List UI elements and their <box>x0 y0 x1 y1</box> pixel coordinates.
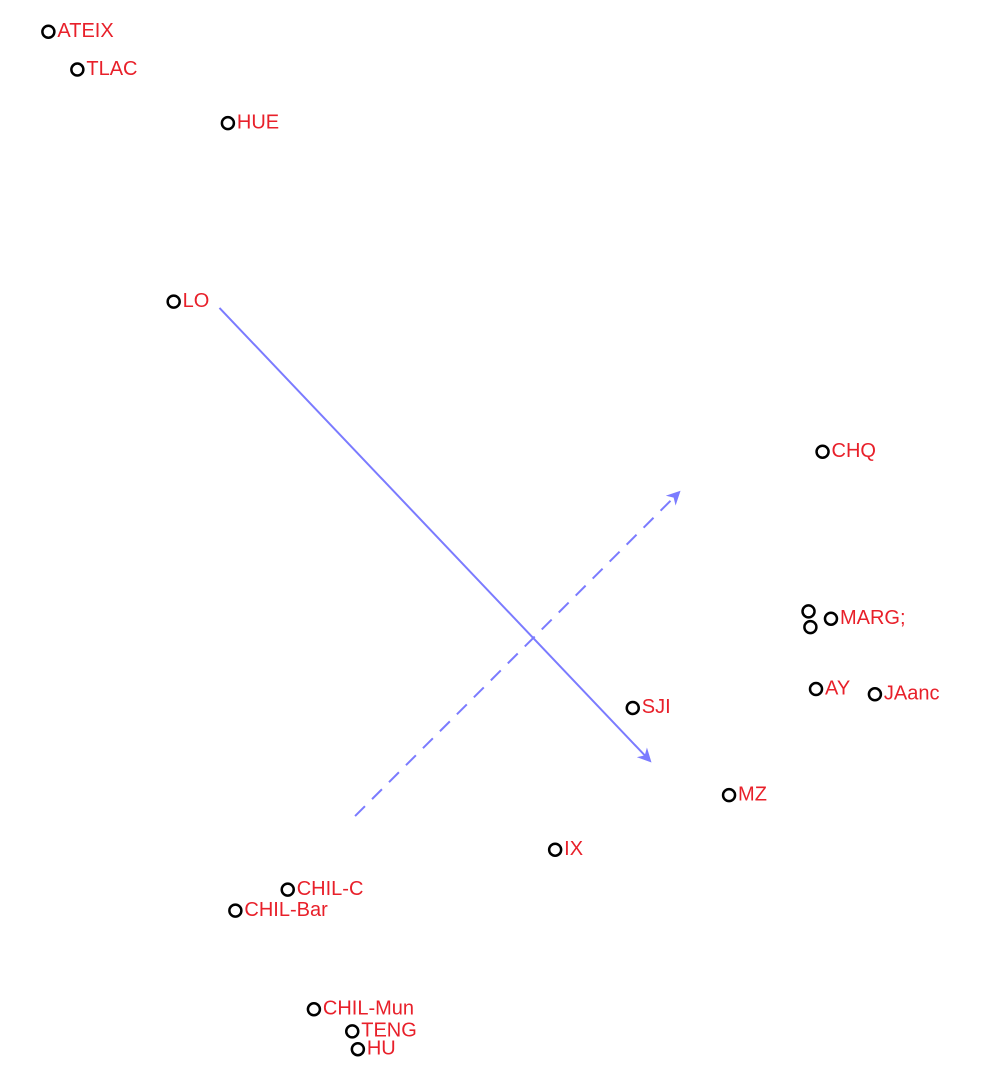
data-point: AY <box>808 677 850 699</box>
point-marker <box>350 1041 366 1057</box>
point-marker <box>70 62 85 77</box>
point-label: CHIL-Bar <box>244 899 328 921</box>
point-marker <box>867 687 883 702</box>
data-point: CHIL-C <box>280 878 364 900</box>
point-label: SJI <box>642 696 671 718</box>
dashed-vector-arrow <box>354 490 681 817</box>
point-marker <box>220 115 236 131</box>
data-point: ATEIX <box>41 20 114 42</box>
point-marker <box>801 604 816 619</box>
point-label: CHIL-C <box>297 878 364 900</box>
point-marker <box>625 700 640 716</box>
data-point <box>803 619 818 635</box>
data-point: LO <box>166 290 210 312</box>
point-label: IX <box>564 838 583 860</box>
point-label: CHIL-Mun <box>323 998 414 1020</box>
point-marker <box>166 294 181 309</box>
point-label: MZ <box>738 783 767 805</box>
data-point: SJI <box>625 696 671 718</box>
point-marker <box>823 611 839 626</box>
point-marker <box>345 1024 360 1039</box>
point-marker <box>306 1002 322 1017</box>
point-marker <box>228 903 243 918</box>
points-layer: ATEIX TLAC HUE LO CHQ MARG; AY JAanc SJI MZ IX CHIL… <box>41 20 940 1059</box>
point-label: ATEIX <box>57 20 113 42</box>
point-label: AY <box>825 677 850 699</box>
data-point: HU <box>350 1037 396 1059</box>
point-label: JAanc <box>884 683 940 705</box>
data-point: MZ <box>721 783 767 805</box>
vector-layer <box>218 307 681 817</box>
data-point: CHIL-Bar <box>228 899 328 921</box>
point-label: TLAC <box>86 58 137 80</box>
point-label: LO <box>183 290 210 312</box>
point-marker <box>803 619 818 635</box>
data-point <box>801 604 816 619</box>
data-point: HUE <box>220 111 279 133</box>
data-point: TENG <box>345 1020 417 1042</box>
point-label: HUE <box>237 111 279 133</box>
point-marker <box>41 24 56 39</box>
point-label: TENG <box>361 1020 417 1042</box>
point-label: HU <box>367 1037 396 1059</box>
point-marker <box>815 444 830 459</box>
data-point: CHQ <box>815 440 876 462</box>
point-marker <box>547 842 563 857</box>
data-point: IX <box>547 838 583 860</box>
point-marker <box>280 882 295 897</box>
solid-vector-arrow <box>218 307 652 763</box>
point-marker <box>721 787 737 803</box>
point-label: CHQ <box>832 440 876 462</box>
data-point: TLAC <box>70 58 137 80</box>
data-point: CHIL-Mun <box>306 998 414 1020</box>
point-marker <box>808 681 824 697</box>
point-label: MARG; <box>840 607 906 629</box>
data-point: JAanc <box>867 683 940 705</box>
data-point: MARG; <box>823 607 906 629</box>
